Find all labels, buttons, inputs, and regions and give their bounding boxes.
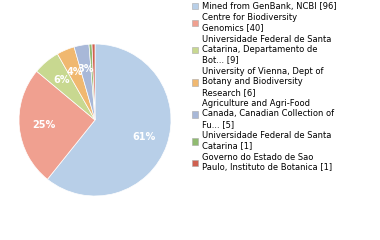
Text: 61%: 61% xyxy=(132,132,155,142)
Wedge shape xyxy=(57,47,95,120)
Wedge shape xyxy=(19,71,95,179)
Wedge shape xyxy=(37,54,95,120)
Wedge shape xyxy=(89,44,95,120)
Text: 3%: 3% xyxy=(78,64,94,74)
Wedge shape xyxy=(74,44,95,120)
Text: 25%: 25% xyxy=(32,120,55,130)
Wedge shape xyxy=(48,44,171,196)
Wedge shape xyxy=(92,44,95,120)
Text: 6%: 6% xyxy=(54,75,70,85)
Text: 4%: 4% xyxy=(67,67,83,77)
Legend: Mined from GenBank, NCBI [96], Centre for Biodiversity
Genomics [40], Universida: Mined from GenBank, NCBI [96], Centre fo… xyxy=(190,0,338,174)
